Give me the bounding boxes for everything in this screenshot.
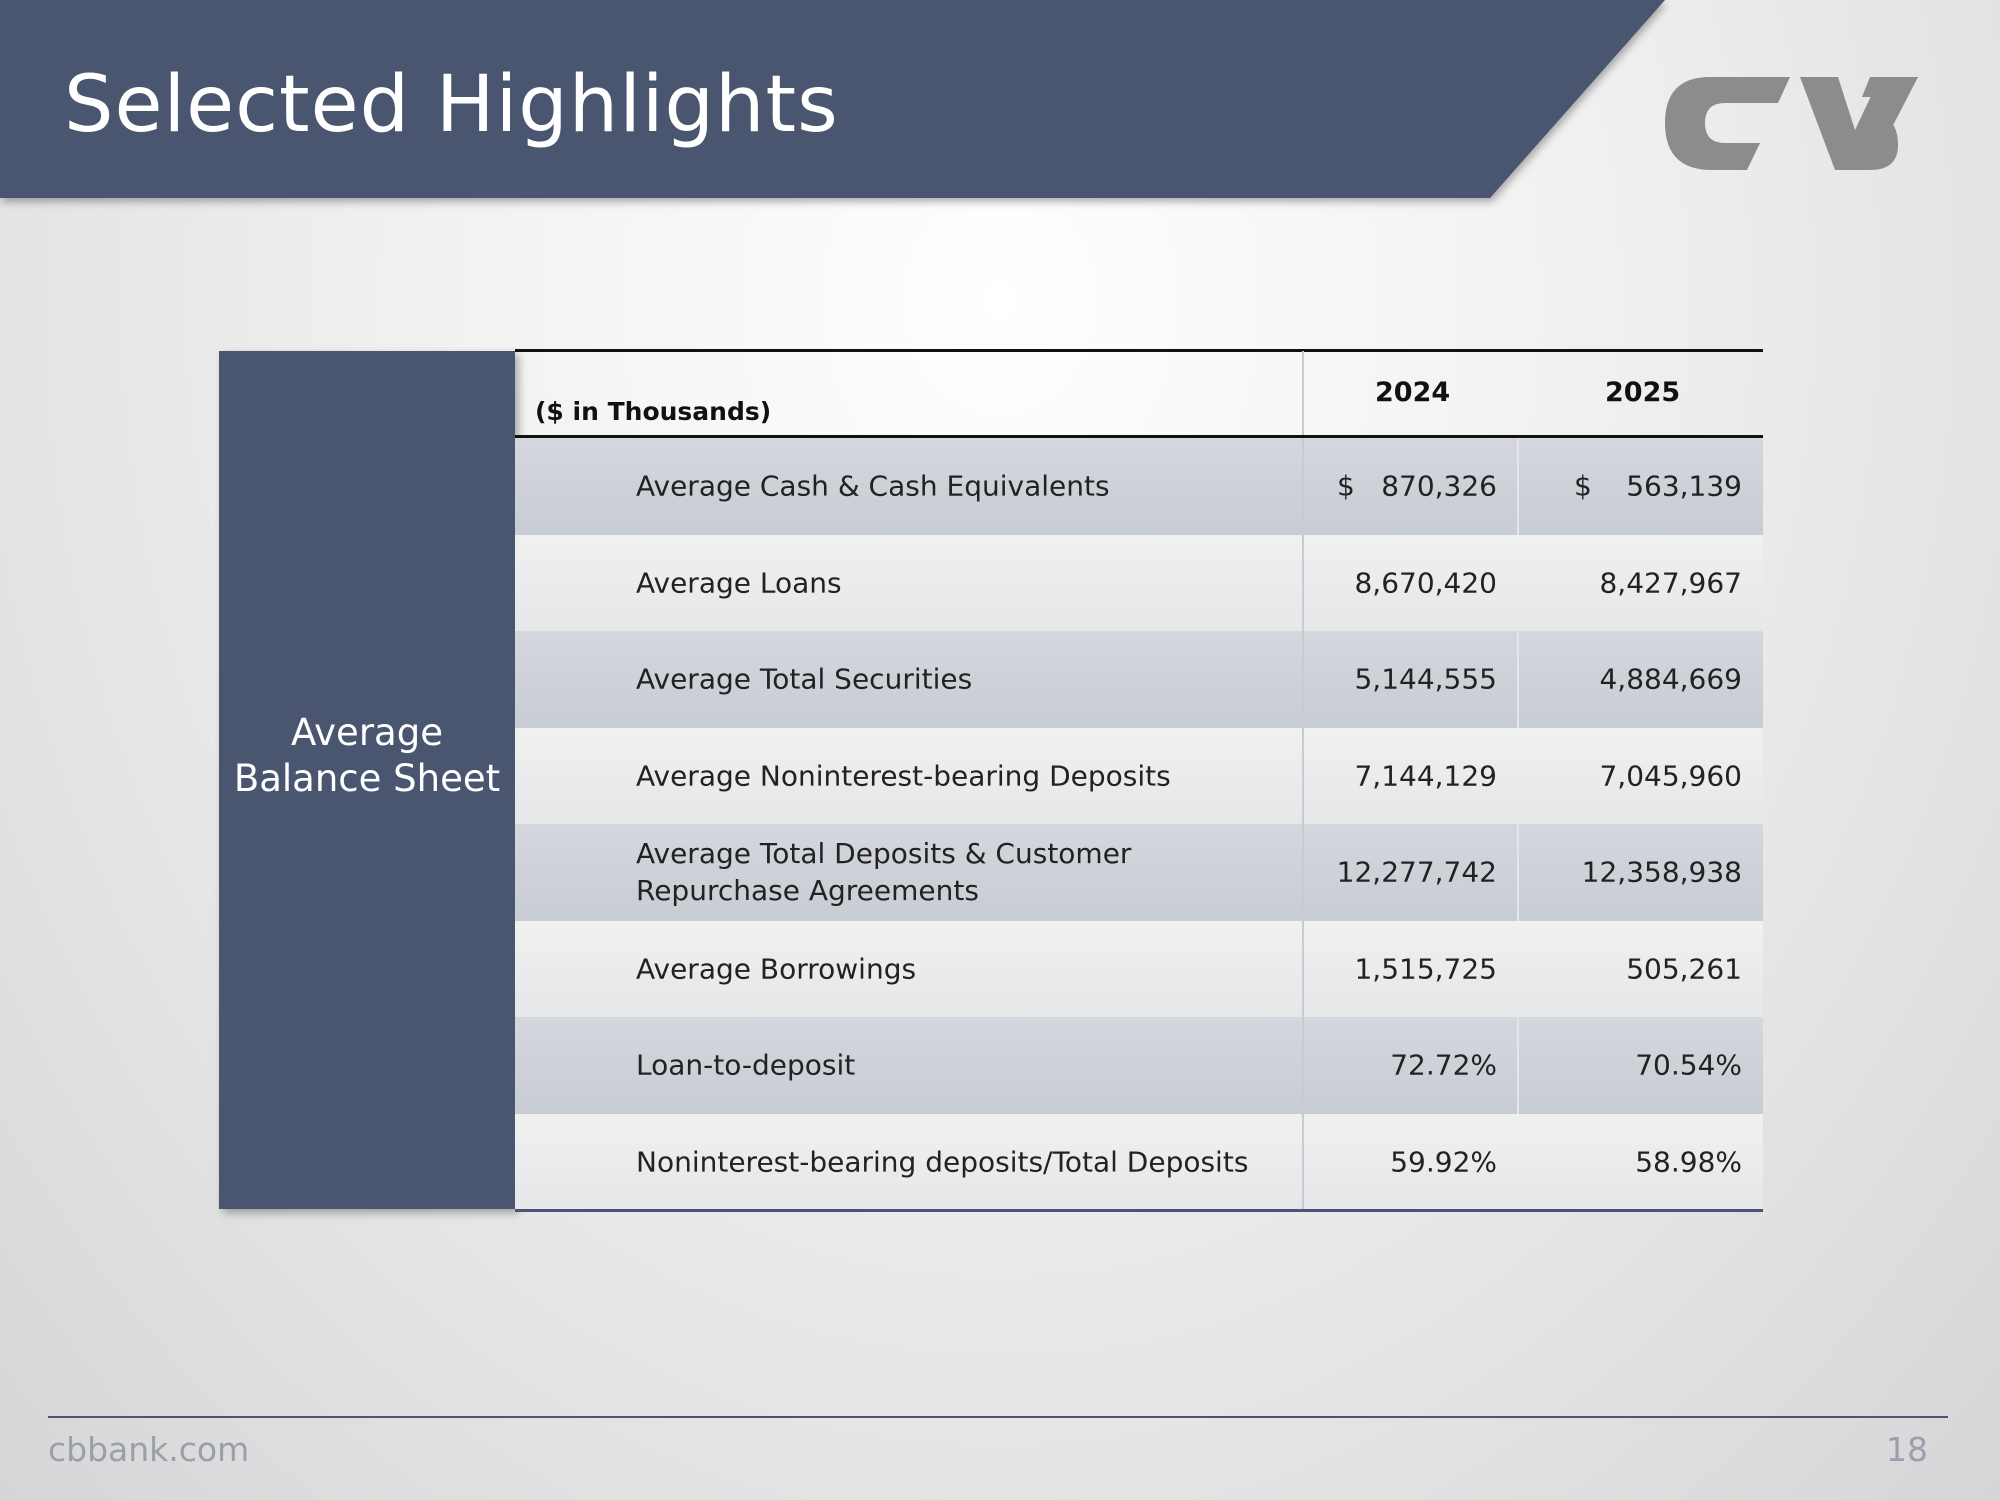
- footer-line: [48, 1416, 1948, 1418]
- cell-value: 7,045,960: [1599, 759, 1742, 793]
- cell-value: 59.92%: [1390, 1145, 1497, 1179]
- title: Selected Highlights: [64, 60, 839, 150]
- cell-value: 4,884,669: [1599, 662, 1742, 696]
- table-row: Loan-to-deposit 72.72% 70.54%: [515, 1017, 1763, 1114]
- cell-value: 12,277,742: [1336, 855, 1497, 889]
- cell-value: 5,144,555: [1354, 662, 1497, 696]
- cell-value: 12,358,938: [1581, 855, 1742, 889]
- column-divider: [1517, 631, 1519, 728]
- currency-sign: $: [1574, 469, 1592, 503]
- header-band: [0, 0, 1918, 198]
- cell-value: 870,326: [1381, 469, 1497, 503]
- side-panel: [219, 351, 515, 1209]
- row-label: Average Loans: [636, 566, 842, 600]
- side-label: Average Balance Sheet: [233, 711, 501, 800]
- row-label: Noninterest-bearing deposits/Total Depos…: [636, 1145, 1249, 1179]
- table: ($ in Thousands) 2024 2025 Average Cash & C…: [515, 349, 1763, 1212]
- top-rule: [515, 349, 1763, 352]
- column-divider: [1517, 824, 1519, 921]
- column-divider: [1302, 727, 1304, 824]
- table-row: Average Total Securities 5,144,555 4,884,6…: [515, 631, 1763, 728]
- cell-value: 7,144,129: [1354, 759, 1497, 793]
- cell-value: 505,261: [1626, 952, 1742, 986]
- cell-value: 72.72%: [1390, 1048, 1497, 1082]
- table-row: Average Borrowings 1,515,725 505,261: [515, 920, 1763, 1017]
- cell-value: 563,139: [1626, 469, 1742, 503]
- column-divider: [1302, 1017, 1304, 1114]
- row-label: Average Total Deposits & Customer Repurc…: [636, 837, 1132, 908]
- cell-value: 1,515,725: [1354, 952, 1497, 986]
- column-divider: [1302, 824, 1304, 921]
- table-row: Average Noninterest-bearing Deposits 7,14…: [515, 727, 1763, 824]
- column-divider: [1302, 920, 1304, 1017]
- table-row: Average Total Deposits & Customer Repurc…: [515, 824, 1763, 921]
- table-row: Average Cash & Cash Equivalents 870,326 $5…: [515, 438, 1763, 535]
- column-divider: [1302, 631, 1304, 728]
- row-label: Average Cash & Cash Equivalents: [636, 469, 1110, 503]
- column-divider: [1302, 534, 1304, 631]
- column-divider: [1302, 351, 1304, 437]
- cell-value: 8,427,967: [1599, 566, 1742, 600]
- column-header: 2024: [1375, 377, 1451, 408]
- column-divider: [1517, 1017, 1519, 1114]
- column-header: ($ in Thousands): [535, 397, 772, 426]
- cell-value: 70.54%: [1635, 1048, 1742, 1082]
- logo: [1665, 77, 1918, 170]
- row-label: Average Noninterest-bearing Deposits: [636, 759, 1171, 793]
- footer-site: cbbank.com: [48, 1430, 250, 1469]
- page-number: 18: [1886, 1430, 1928, 1469]
- column-divider: [1517, 438, 1519, 535]
- row-label: Loan-to-deposit: [636, 1048, 856, 1082]
- cell-value: 8,670,420: [1354, 566, 1497, 600]
- row-label: Average Borrowings: [636, 952, 917, 986]
- column-header: 2025: [1605, 377, 1681, 408]
- column-divider: [1302, 438, 1304, 535]
- row-label: Average Total Securities: [636, 662, 973, 696]
- table-row: Noninterest-bearing deposits/Total Depos…: [515, 1113, 1763, 1210]
- bottom-rule: [515, 1209, 1763, 1212]
- column-divider: [1302, 1113, 1304, 1210]
- header-rule: [515, 435, 1763, 438]
- table-row: Average Loans 8,670,420 8,427,967: [515, 534, 1763, 631]
- cell-value: 58.98%: [1635, 1145, 1742, 1179]
- currency-sign: $: [1337, 469, 1355, 503]
